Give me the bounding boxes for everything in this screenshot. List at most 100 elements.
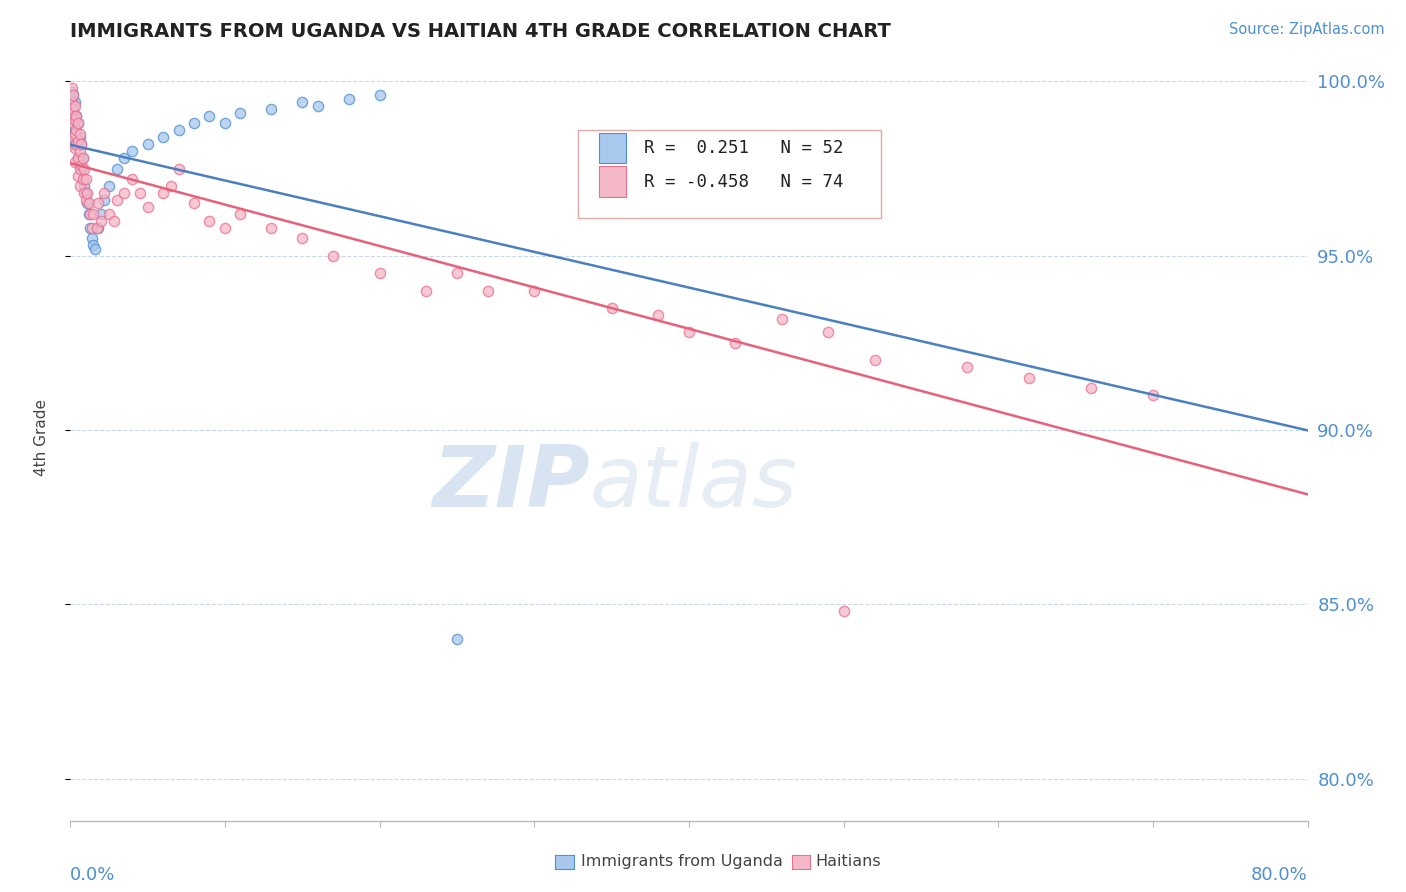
Point xyxy=(67,134,90,148)
Point xyxy=(67,151,90,165)
Point xyxy=(62,127,84,141)
Point xyxy=(86,220,108,235)
Point xyxy=(260,103,283,117)
Point xyxy=(70,158,93,172)
Point xyxy=(60,109,83,123)
Point xyxy=(105,193,128,207)
Point xyxy=(75,172,97,186)
Text: 80.0%: 80.0% xyxy=(1251,866,1308,884)
Point xyxy=(60,85,83,99)
Point xyxy=(322,249,344,263)
Point xyxy=(368,88,391,103)
Point xyxy=(160,179,183,194)
Point xyxy=(77,196,100,211)
Text: ZIP: ZIP xyxy=(432,442,591,524)
Point xyxy=(183,116,205,130)
Point xyxy=(523,284,546,298)
Point xyxy=(121,172,143,186)
Point xyxy=(75,193,97,207)
Point xyxy=(98,179,120,194)
Point xyxy=(62,103,84,117)
Point xyxy=(1018,371,1040,385)
Point xyxy=(63,154,86,169)
Point xyxy=(69,144,91,158)
Point xyxy=(63,127,86,141)
Point xyxy=(79,220,101,235)
Point xyxy=(63,99,86,113)
Point xyxy=(87,196,110,211)
Point xyxy=(291,95,314,110)
Point xyxy=(105,161,128,176)
Point xyxy=(62,88,84,103)
Point xyxy=(1142,388,1164,402)
Point xyxy=(770,311,793,326)
Point xyxy=(67,116,90,130)
Point xyxy=(70,137,93,152)
Point xyxy=(72,172,94,186)
Point xyxy=(415,284,437,298)
Point xyxy=(307,99,329,113)
Point xyxy=(368,266,391,280)
Point xyxy=(724,335,747,350)
Point xyxy=(90,207,112,221)
Point xyxy=(73,179,96,194)
Point xyxy=(69,179,91,194)
Bar xyxy=(599,133,626,163)
Text: R =  0.251   N = 52: R = 0.251 N = 52 xyxy=(644,139,844,157)
Point xyxy=(129,186,152,200)
Point xyxy=(152,130,174,145)
Point xyxy=(446,266,468,280)
Point xyxy=(72,172,94,186)
Point xyxy=(183,196,205,211)
Point xyxy=(65,130,87,145)
Point xyxy=(63,123,86,137)
Point xyxy=(75,186,97,200)
Point xyxy=(600,301,623,315)
Point xyxy=(93,193,115,207)
Point xyxy=(60,81,83,95)
Point xyxy=(863,353,886,368)
Point xyxy=(69,130,91,145)
Point xyxy=(229,105,252,120)
Point xyxy=(98,207,120,221)
Point xyxy=(152,186,174,200)
Point xyxy=(832,604,855,618)
Point xyxy=(136,137,159,152)
Point xyxy=(69,127,91,141)
Point xyxy=(69,151,91,165)
Point xyxy=(70,161,93,176)
Point xyxy=(678,326,700,340)
Point xyxy=(647,308,669,322)
Point xyxy=(80,220,103,235)
Y-axis label: 4th Grade: 4th Grade xyxy=(35,399,49,475)
Point xyxy=(63,137,86,152)
Point xyxy=(67,134,90,148)
Point xyxy=(76,196,98,211)
Point xyxy=(817,326,839,340)
Point xyxy=(477,284,499,298)
Point xyxy=(73,186,96,200)
Point xyxy=(67,169,90,183)
Text: Source: ZipAtlas.com: Source: ZipAtlas.com xyxy=(1229,22,1385,37)
Point xyxy=(214,116,236,130)
Point xyxy=(72,151,94,165)
Point xyxy=(65,109,87,123)
Point xyxy=(87,220,110,235)
Text: 0.0%: 0.0% xyxy=(70,866,115,884)
Point xyxy=(60,105,83,120)
Point xyxy=(167,123,190,137)
Text: atlas: atlas xyxy=(591,442,799,524)
FancyBboxPatch shape xyxy=(578,130,880,219)
Point xyxy=(93,186,115,200)
Bar xyxy=(599,166,626,197)
Point xyxy=(63,112,86,127)
Point xyxy=(62,116,84,130)
Point xyxy=(167,161,190,176)
Point xyxy=(76,186,98,200)
Point xyxy=(62,112,84,127)
Point xyxy=(63,95,86,110)
Point xyxy=(77,207,100,221)
Point xyxy=(73,161,96,176)
Point xyxy=(82,207,105,221)
Text: IMMIGRANTS FROM UGANDA VS HAITIAN 4TH GRADE CORRELATION CHART: IMMIGRANTS FROM UGANDA VS HAITIAN 4TH GR… xyxy=(70,21,891,41)
